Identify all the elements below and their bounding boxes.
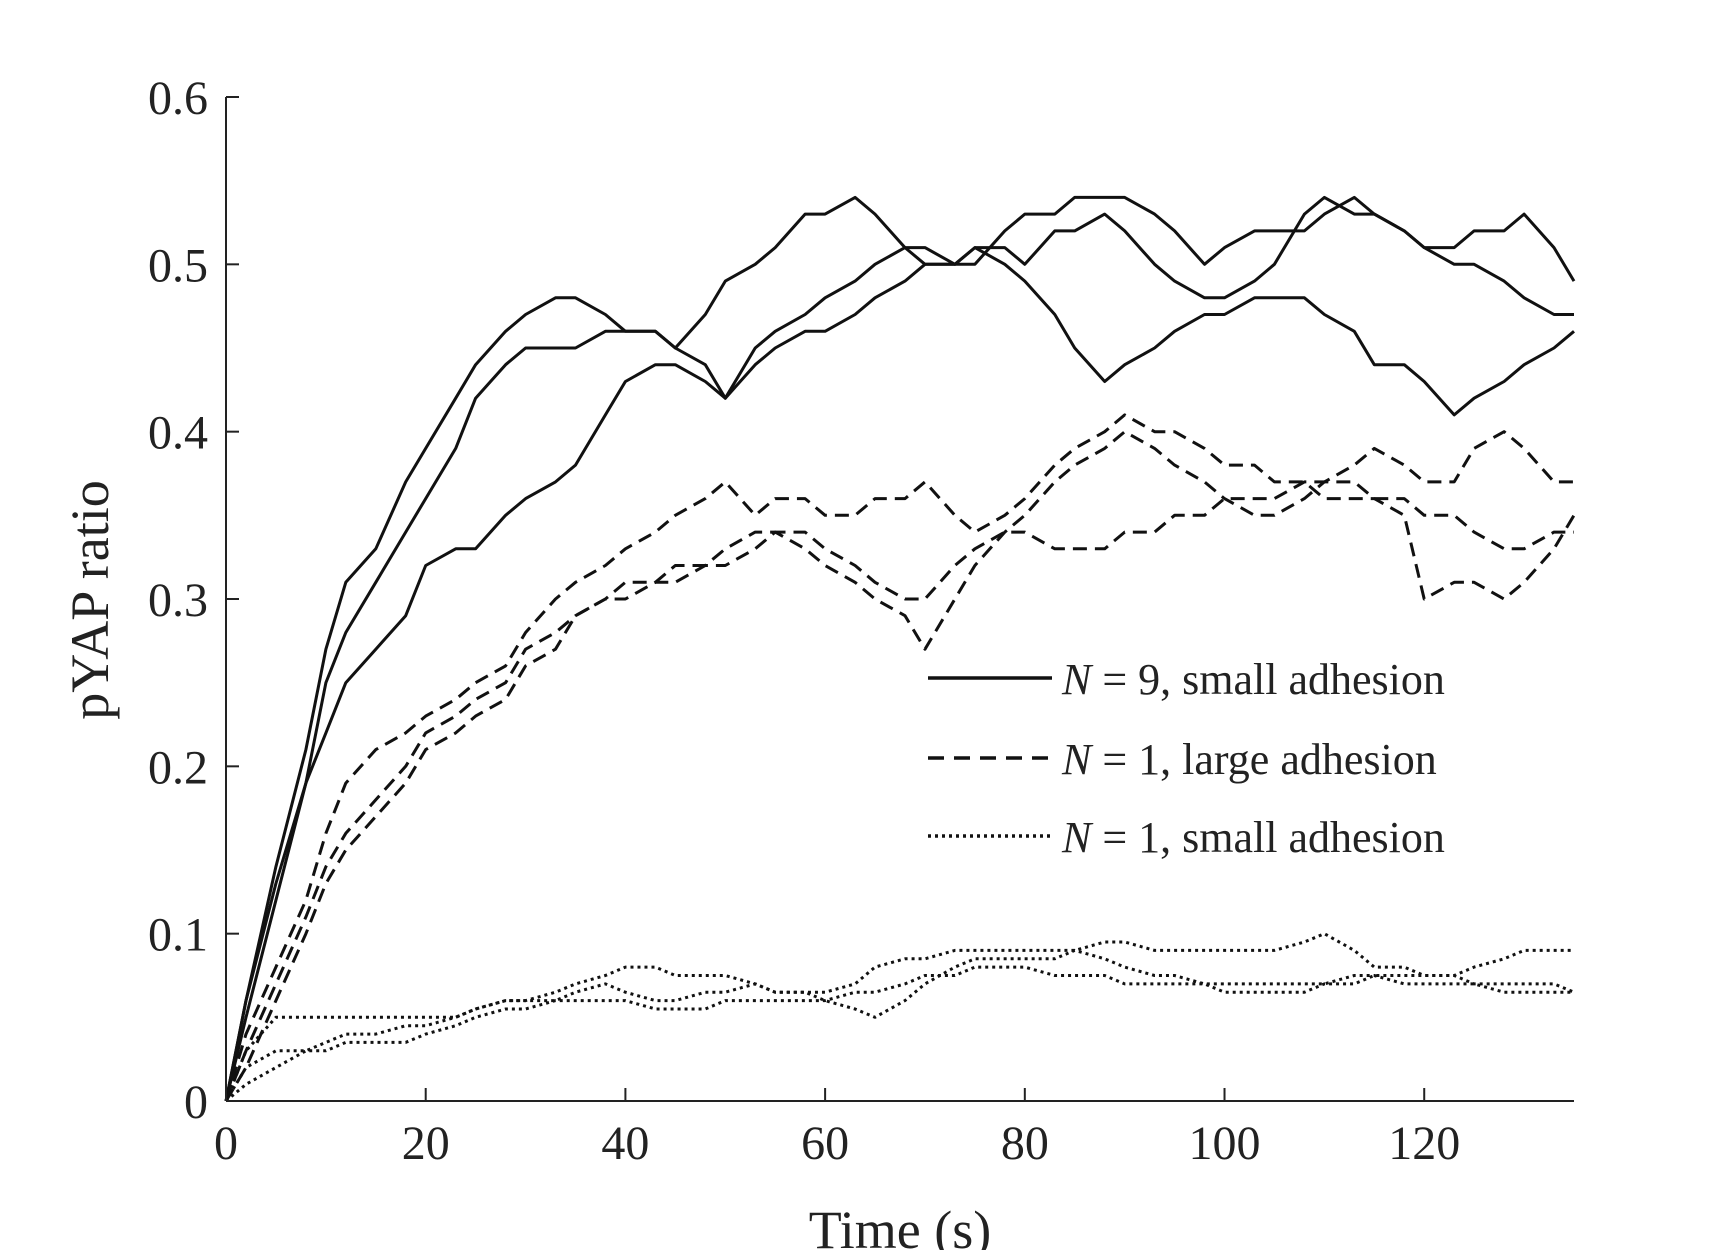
legend-label-1: N = 9, small adhesion: [1061, 655, 1445, 704]
series-line-dotted-8: [224, 948, 1574, 1102]
y-tick-label: 0.5: [148, 239, 208, 292]
series-line-dashed-6: [224, 480, 1574, 1102]
x-tick-label: 0: [214, 1117, 238, 1170]
x-tick-label: 60: [801, 1117, 849, 1170]
legend-var-2: N: [1061, 735, 1094, 784]
y-tick-label: 0.1: [148, 909, 208, 962]
legend-rest-2: = 1, large adhesion: [1091, 735, 1436, 784]
x-tick-label: 20: [402, 1117, 450, 1170]
y-tick-label: 0.4: [148, 407, 208, 460]
x-tick-label: 40: [601, 1117, 649, 1170]
legend-label-2: N = 1, large adhesion: [1061, 735, 1437, 784]
x-ticks: 0 20 40 60 80 100 120: [214, 1088, 1460, 1170]
y-tick-label: 0.2: [148, 741, 208, 794]
series-line-dashed-4: [224, 413, 1576, 1102]
x-tick-label: 80: [1001, 1117, 1049, 1170]
series-line-dotted-9: [225, 965, 1575, 1103]
x-axis-title: Time (s): [809, 1200, 992, 1250]
legend-label-3: N = 1, small adhesion: [1061, 813, 1445, 862]
y-axis-title: pYAP ratio: [60, 480, 120, 720]
legend-rest-1: = 9, small adhesion: [1091, 655, 1445, 704]
series-line-dotted-7: [224, 932, 1574, 1102]
legend-var-3: N: [1061, 813, 1094, 862]
legend-rest-3: = 1, small adhesion: [1091, 813, 1445, 862]
legend-var-1: N: [1061, 655, 1094, 704]
x-tick-label: 120: [1388, 1117, 1460, 1170]
series-line-solid-3: [224, 195, 1574, 1102]
x-tick-label: 100: [1189, 1117, 1261, 1170]
y-ticks: 0 0.1 0.2 0.3 0.4 0.5 0.6: [148, 72, 239, 1129]
y-tick-label: 0.3: [148, 574, 208, 627]
legend: N = 9, small adhesion N = 1, large adhes…: [928, 655, 1445, 862]
series-line-solid-2: [224, 195, 1575, 1102]
series-line-dashed-5: [224, 430, 1574, 1102]
y-tick-label: 0: [184, 1076, 208, 1129]
y-tick-label: 0.6: [148, 72, 208, 125]
series-layer: [224, 195, 1576, 1103]
